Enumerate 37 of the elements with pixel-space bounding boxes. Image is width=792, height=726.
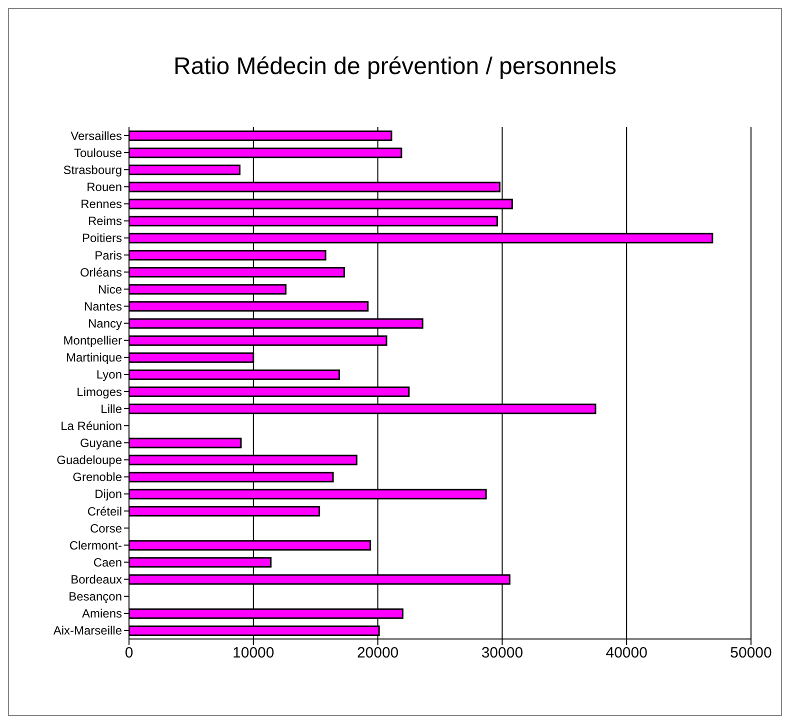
y-tick-label: Rouen bbox=[86, 180, 122, 194]
x-tick-label: 30000 bbox=[481, 644, 524, 662]
y-tick-label: Nice bbox=[98, 282, 122, 296]
y-tick-label: Montpellier bbox=[63, 334, 122, 348]
y-tick-label: Strasbourg bbox=[63, 162, 122, 177]
y-tick-label: Rennes bbox=[80, 197, 122, 212]
y-tick-label: Lyon bbox=[96, 368, 122, 382]
y-tick-label: Dijon bbox=[94, 487, 122, 502]
y-tick-label: Reims bbox=[88, 214, 122, 228]
y-tick-label: Amiens bbox=[82, 606, 122, 621]
y-tick-label: Caen bbox=[93, 555, 122, 570]
y-tick-label: Clermont- bbox=[69, 538, 122, 552]
y-tick-label: Poitiers bbox=[82, 231, 122, 246]
x-tick-label: 10000 bbox=[232, 644, 274, 662]
y-tick-label: Limoges bbox=[76, 384, 122, 399]
y-tick-label: Nancy bbox=[88, 316, 122, 331]
y-tick-label: Orléans bbox=[80, 265, 122, 280]
y-tick-label: Aix-Marseille bbox=[53, 624, 122, 638]
y-tick-label: La Réunion bbox=[60, 418, 122, 433]
y-tick-label: Versailles bbox=[70, 128, 122, 143]
x-tick-label: 20000 bbox=[356, 644, 399, 662]
y-tick-label: Martinique bbox=[66, 350, 122, 365]
y-tick-label: Guyane bbox=[80, 436, 122, 450]
y-tick-label: Paris bbox=[94, 248, 122, 262]
y-tick-label: Bordeaux bbox=[70, 572, 122, 587]
y-tick-label: Grenoble bbox=[72, 470, 122, 484]
y-tick-label: Besançon bbox=[68, 590, 122, 604]
y-tick-label: Guadeloupe bbox=[56, 453, 122, 468]
y-tick-label: Nantes bbox=[84, 299, 122, 314]
y-tick-label: Corse bbox=[90, 521, 122, 536]
x-tick-label: 50000 bbox=[730, 644, 772, 662]
x-tick-label: 0 bbox=[124, 644, 134, 662]
y-tick-label: Lille bbox=[100, 402, 122, 416]
x-tick-label: 40000 bbox=[606, 644, 648, 662]
chart-title: Ratio Médecin de prévention / personnels bbox=[172, 52, 618, 82]
y-tick-label: Créteil bbox=[87, 504, 122, 518]
y-tick-label: Toulouse bbox=[74, 146, 122, 160]
